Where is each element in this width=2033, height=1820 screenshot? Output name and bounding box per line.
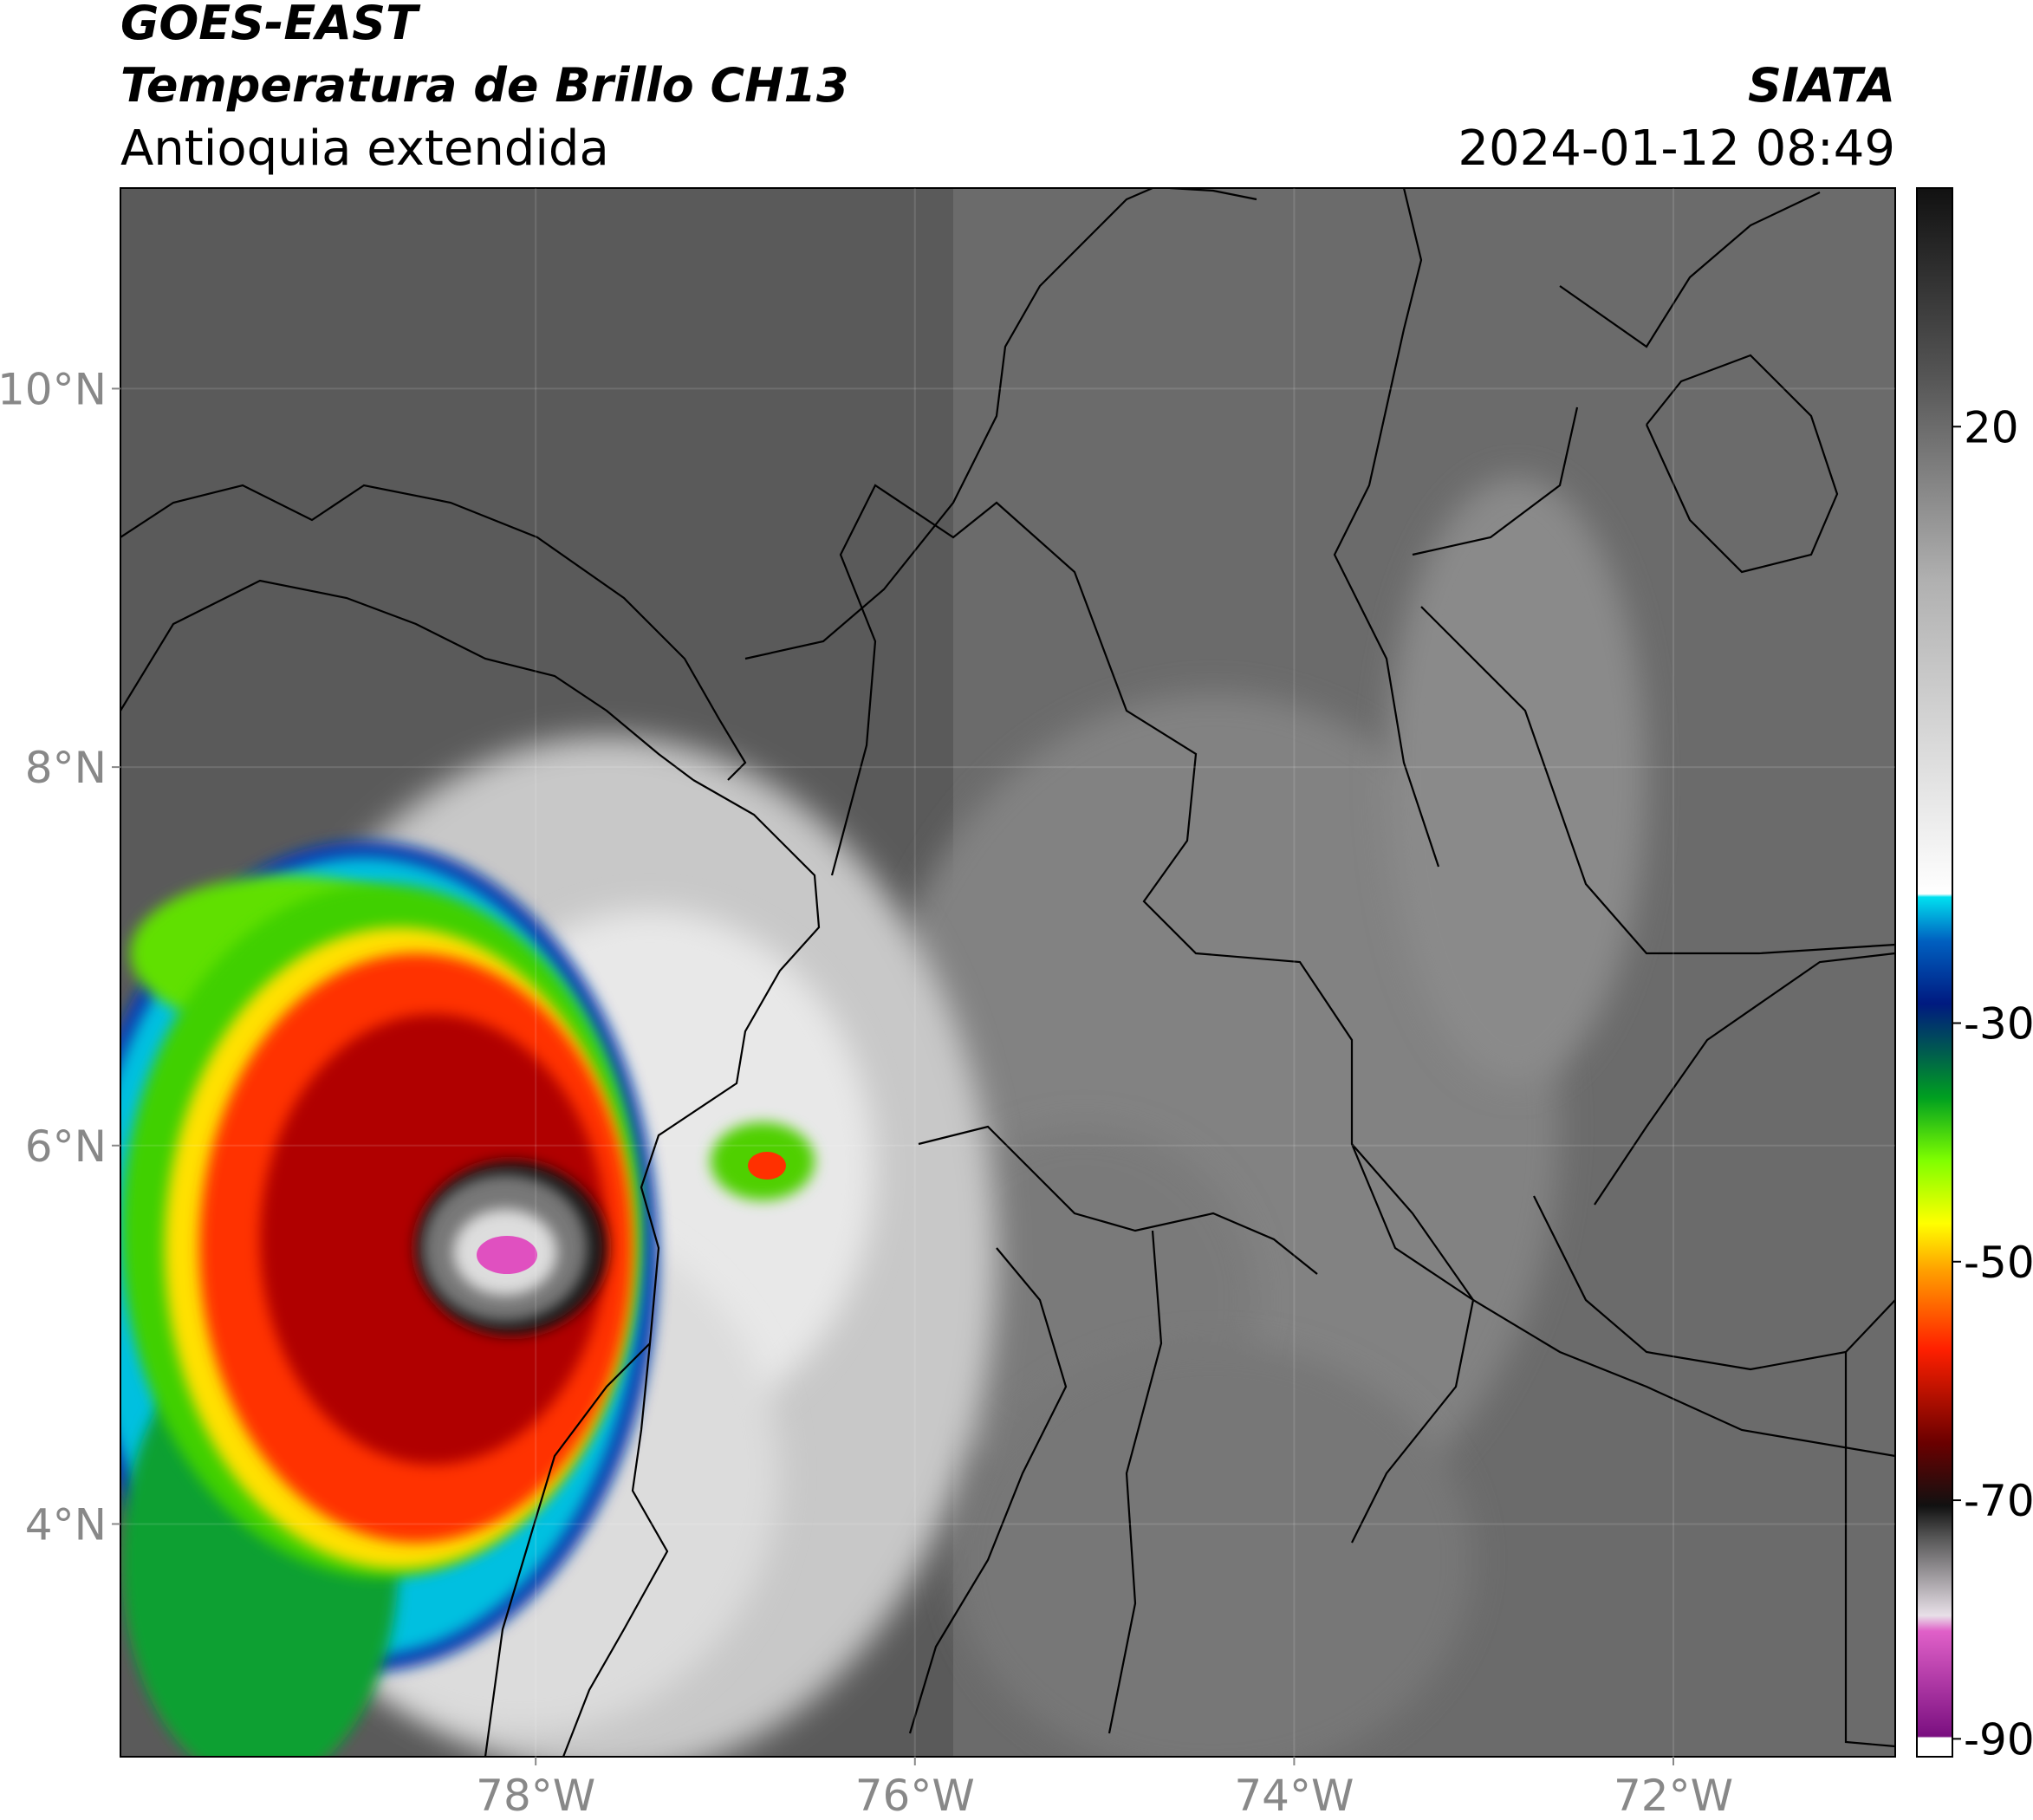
source-label: SIATA bbox=[1748, 58, 1895, 113]
x-tick-label: 72°W bbox=[1614, 1771, 1733, 1820]
colorbar bbox=[1916, 187, 1953, 1758]
colorbar-tick-label: -30 bbox=[1964, 998, 2033, 1049]
y-tick-label: 6°N bbox=[25, 1121, 107, 1172]
x-tick-label: 74°W bbox=[1234, 1771, 1354, 1820]
colorbar-tick-label: -90 bbox=[1964, 1714, 2033, 1765]
x-tick-label: 78°W bbox=[476, 1771, 595, 1820]
y-tick-label: 8°N bbox=[25, 743, 107, 793]
colorbar-tick-label: 20 bbox=[1964, 402, 2019, 452]
y-tick-label: 4°N bbox=[25, 1499, 107, 1550]
y-tick-label: 10°N bbox=[0, 364, 107, 414]
map-frame bbox=[120, 187, 1896, 1758]
region-subtitle: Antioquia extendida bbox=[120, 120, 609, 177]
datetime-label: 2024-01-12 08:49 bbox=[1458, 120, 1895, 177]
map-image bbox=[120, 188, 1895, 1757]
colorbar-tick-label: -50 bbox=[1964, 1238, 2033, 1288]
satellite-title: GOES-EAST bbox=[120, 0, 421, 50]
x-tick-label: 76°W bbox=[855, 1771, 975, 1820]
colorbar-tick-label: -70 bbox=[1964, 1476, 2033, 1526]
product-title: Temperatura de Brillo CH13 bbox=[120, 58, 849, 113]
